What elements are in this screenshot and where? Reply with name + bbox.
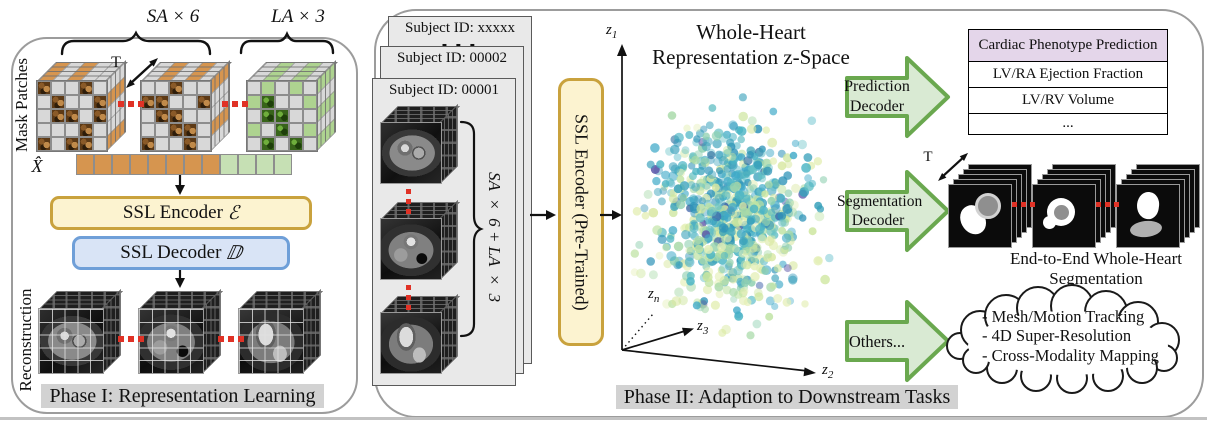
- ventricle-mask-shape: [1129, 219, 1163, 239]
- decoder-symbol: ⅅ: [226, 242, 242, 264]
- zspace-title: Whole-Heart Representation z-Space: [652, 20, 850, 69]
- zspace-plot: [617, 44, 834, 377]
- task-item: - Mesh/Motion Tracking: [982, 307, 1145, 326]
- mask-patches-label: Mask Patches: [12, 58, 31, 152]
- others-cloud: [946, 284, 1180, 394]
- slice-ellipsis-dots: [118, 101, 144, 107]
- phenotype-table-header: Cardiac Phenotype Prediction: [968, 29, 1168, 62]
- right-arrow-icon: [600, 210, 622, 220]
- figure-bottom-rule: [0, 417, 1207, 420]
- subject-id-label: Subject ID: 00001: [389, 82, 499, 98]
- myocardium-mask-shape: [1054, 205, 1069, 220]
- la-count-label: LA × 3: [271, 6, 325, 27]
- segmentation-stack: [1116, 164, 1200, 248]
- task-item: - 4D Super-Resolution: [982, 326, 1132, 346]
- slice-ellipsis-dots: [406, 189, 411, 214]
- slice-ellipsis-dots: [1012, 202, 1035, 207]
- token-sequence: [76, 154, 292, 175]
- down-arrow-icon: [175, 175, 185, 195]
- phase2-caption: Phase II: Adaption to Downstream Tasks: [374, 385, 1200, 409]
- segmentation-mask-frame: [948, 184, 1012, 248]
- time-double-arrow-icon: [126, 58, 158, 88]
- phenotype-table-row: LV/RA Ejection Fraction: [968, 60, 1168, 89]
- subject-ellipsis: ▪ ▪ ▪: [389, 41, 531, 50]
- slice-ellipsis-dots: [218, 336, 244, 342]
- right-arrow-icon: [530, 210, 556, 220]
- ssl-encoder-box: SSL Encoder ℰ: [50, 196, 312, 230]
- time-axis-label-phase2: T: [923, 149, 933, 165]
- segmentation-decoder-label: Segmentation Decoder: [837, 193, 923, 230]
- segmentation-mask-frame: [1032, 184, 1096, 248]
- atrium-mask-shape: [1135, 190, 1161, 221]
- subject-id-label: Subject ID: xxxxx: [405, 20, 515, 36]
- myocardium-mask-shape: [975, 193, 1001, 219]
- ssl-decoder-box: SSL Decoder ⅅ: [72, 236, 290, 270]
- input-brace: [459, 120, 484, 338]
- segmentation-stack: [1032, 164, 1116, 248]
- prediction-decoder-label: Prediction Decoder: [844, 78, 910, 115]
- xhat-label: X̂: [31, 156, 43, 176]
- pretrained-encoder-label: SSL Encoder (Pre-Trained): [571, 113, 592, 311]
- la-brace: [239, 30, 335, 55]
- pretrained-encoder-box: SSL Encoder (Pre-Trained): [558, 78, 604, 346]
- axis-zn-label: zn: [648, 286, 660, 305]
- subject-id-label: Subject ID: 00002: [397, 50, 507, 66]
- task-item: - Cross-Modality Mapping: [982, 345, 1159, 365]
- segmentation-mask-frame: [1116, 184, 1180, 248]
- slice-ellipsis-dots: [118, 336, 144, 342]
- phenotype-table: Cardiac Phenotype Prediction LV/RA Eject…: [968, 29, 1168, 135]
- lv-mask-tail: [1043, 216, 1056, 229]
- others-decoder-arrow: [845, 300, 950, 382]
- axis-z2-label: z2: [822, 362, 834, 381]
- down-arrow-icon: [175, 270, 185, 288]
- sa-brace: [60, 30, 212, 56]
- input-dimension-label: SA × 6 + LA × 3: [485, 171, 504, 303]
- sa-count-label: SA × 6: [146, 6, 200, 27]
- phase1-caption: Phase I: Representation Learning: [11, 384, 354, 408]
- time-double-arrow-icon: [938, 152, 969, 181]
- encoder-symbol: ℰ: [227, 202, 240, 224]
- segmentation-stack: [948, 164, 1032, 248]
- time-axis-label-phase1: T: [111, 54, 121, 71]
- axis-z1-label: z1: [606, 22, 618, 41]
- segmentation-decoder-arrow: [845, 170, 950, 252]
- zspace-axes: [617, 44, 816, 377]
- phenotype-table-row: LV/RV Volume: [968, 87, 1168, 114]
- ssl-encoder-label: SSL Encoder: [122, 202, 223, 223]
- prediction-decoder-arrow: [845, 56, 950, 138]
- scatter-points: [630, 93, 834, 340]
- segmentation-caption: End-to-End Whole-Heart Segmentation: [1010, 249, 1182, 288]
- others-task-list: - Mesh/Motion Tracking - 4D Super-Resolu…: [982, 307, 1194, 365]
- ssl-decoder-label: SSL Decoder: [120, 242, 222, 263]
- phenotype-table-row: ...: [968, 112, 1168, 135]
- others-decoder-label: Others...: [848, 332, 906, 351]
- slice-ellipsis-dots: [1096, 202, 1119, 207]
- slice-ellipsis-dots: [222, 101, 248, 107]
- axis-z3-label: z3: [697, 318, 709, 337]
- slice-ellipsis-dots: [406, 285, 411, 310]
